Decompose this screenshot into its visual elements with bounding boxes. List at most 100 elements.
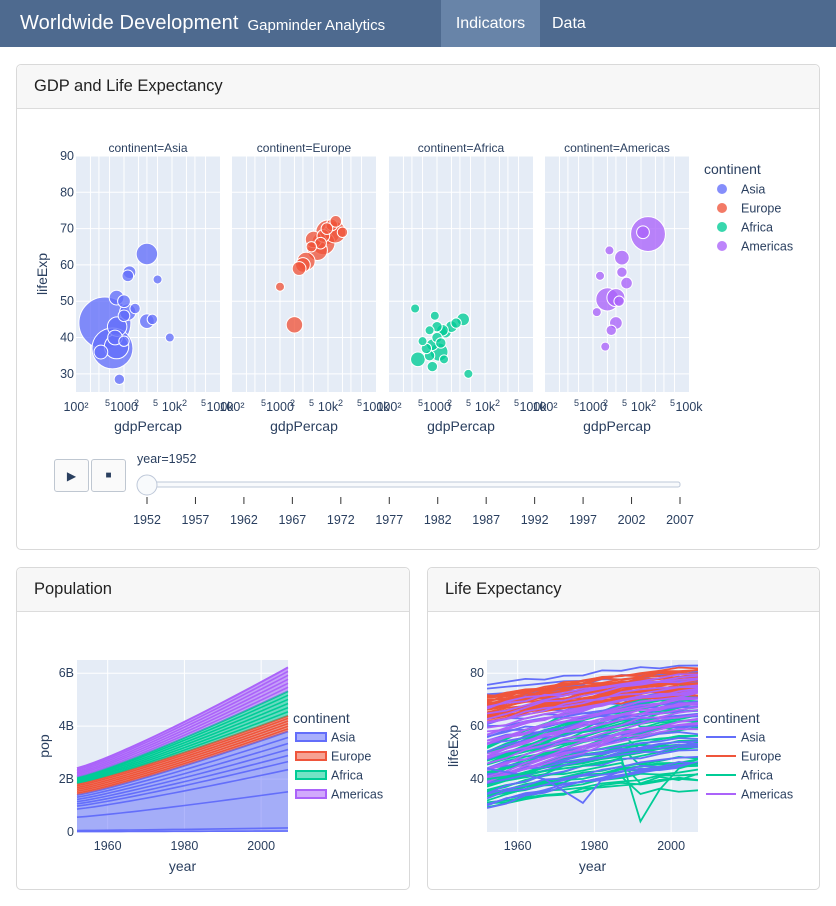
life-expectancy-line-chart[interactable]: 40 60 80 1960 1980 2000 year lifeExp continent As… (428, 613, 819, 889)
life-line-asia (487, 760, 698, 800)
legend-label-africa: Africa (741, 221, 773, 235)
slider-tick-label: 1967 (278, 513, 306, 527)
slider-tick-label: 1957 (182, 513, 210, 527)
scatter-point-asia (113, 373, 126, 385)
slider-tick-label: 1997 (569, 513, 597, 527)
legend-label-africa: Africa (741, 769, 773, 783)
x-tick-label: 100k (519, 400, 547, 414)
scatter-point-americas (636, 225, 650, 240)
y-axis-title: pop (36, 734, 52, 758)
scatter-point-europe (291, 261, 307, 276)
x-tick-label: 5 (153, 398, 158, 408)
legend-label-americas: Americas (331, 788, 383, 802)
y-tick-label: 4B (59, 719, 74, 733)
country-line (76, 736, 289, 798)
slider-handle[interactable] (136, 474, 158, 496)
life-line-americas (487, 690, 698, 733)
x-tick-label: 100k (206, 400, 234, 414)
country-line (76, 717, 289, 787)
scatter-point-asia (121, 269, 135, 283)
slider-tick-label: 1972 (327, 513, 355, 527)
scatter-point-americas (604, 245, 615, 256)
scatter-point-africa (424, 325, 435, 336)
scatter-point-americas (614, 249, 630, 266)
legend-label-africa: Africa (331, 769, 363, 783)
brand-title[interactable]: Worldwide Development (20, 12, 239, 34)
y-tick-label: 50 (60, 294, 74, 308)
y-tick-label: 6B (59, 666, 74, 680)
scatter-point-asia (146, 313, 159, 326)
legend-label-asia: Asia (741, 183, 765, 197)
life-line-americas (487, 687, 698, 729)
scatter-point-americas (613, 295, 625, 307)
slider-tick-label: 1962 (230, 513, 258, 527)
facet-title: continent=Asia (108, 141, 187, 155)
scatter-point-americas (600, 341, 611, 352)
scatter-point-europe (320, 222, 334, 235)
y-tick-label: 70 (60, 222, 74, 236)
legend-label-europe: Europe (741, 202, 781, 216)
scatter-point-africa (450, 317, 462, 329)
play-button[interactable]: ▶ (54, 459, 89, 492)
play-icon: ▶ (66, 468, 77, 483)
legend-title: continent (293, 710, 350, 726)
line-group (487, 664, 698, 824)
facet-title: continent=Africa (418, 141, 505, 155)
life-line-americas (487, 722, 698, 780)
x-tick-label: 2000 (657, 839, 685, 853)
x-tick-label: 100k (675, 400, 703, 414)
country-line (76, 710, 289, 784)
x-tick-label: 5 (309, 398, 314, 408)
facet-plot-area (389, 156, 533, 392)
scatter-point-europe (285, 316, 304, 334)
scatter-point-asia (117, 294, 131, 309)
nav-tab-data[interactable]: Data (552, 14, 586, 32)
x-axis-title: gdpPercap (114, 418, 182, 434)
scatter-point-americas (591, 307, 602, 318)
scatter-point-europe (274, 281, 286, 292)
y-axis-title: lifeExp (34, 253, 50, 295)
x-tick-label: 1000 (579, 400, 607, 414)
band-top-line (76, 666, 289, 770)
scatter-point-asia (135, 242, 159, 266)
x-tick-label: 100k (362, 400, 390, 414)
gdp-scatter-chart[interactable]: 30 40 50 60 70 80 90 lifeExp continent=Asia 100² 5… (17, 110, 819, 550)
scatter-point-americas (616, 266, 628, 278)
scatter-point-africa (429, 310, 440, 321)
life-line-africa (487, 756, 698, 824)
x-tick-label: 2 (603, 398, 608, 408)
x-tick-label: 2000 (247, 839, 275, 853)
legend-title: continent (704, 161, 761, 177)
scatter-point-europe (336, 226, 349, 238)
life-line-americas (487, 686, 698, 723)
stop-button[interactable]: ■ (91, 459, 126, 492)
x-tick-label: 1000 (110, 400, 138, 414)
slider-rail (146, 481, 681, 488)
life-expectancy-card: Life Expectancy 40 60 80 1960 1980 2000 year li… (427, 567, 820, 890)
x-tick-label: 10k (318, 400, 339, 414)
legend-label-asia: Asia (741, 731, 765, 745)
nav-tab-indicators[interactable]: Indicators (441, 0, 540, 47)
country-line (76, 754, 289, 805)
population-area-chart[interactable]: 0 2B 4B 6B 1960 1980 2000 year pop continent Asia E… (17, 613, 409, 889)
legend-label-americas: Americas (741, 240, 793, 254)
life-line-asia (487, 755, 698, 795)
y-tick-label: 0 (67, 825, 74, 839)
facet-title: continent=Europe (257, 141, 352, 155)
population-card-title: Population (17, 568, 409, 612)
y-tick-label: 30 (60, 367, 74, 381)
legend-label-europe: Europe (741, 750, 781, 764)
x-tick-label: 5 (622, 398, 627, 408)
y-tick-label: 40 (470, 772, 484, 786)
gdp-life-card: GDP and Life Expectancy 30 40 50 60 70 80 90 li… (16, 64, 820, 550)
scatter-point-africa (410, 351, 426, 368)
country-line (76, 722, 289, 791)
country-line (76, 686, 289, 777)
country-line (76, 748, 289, 803)
y-tick-label: 40 (60, 331, 74, 345)
x-axis-title: year (169, 858, 197, 874)
life-line-asia (487, 715, 698, 753)
country-line (76, 768, 289, 810)
scatter-point-americas (620, 276, 633, 290)
scatter-point-africa (426, 360, 439, 373)
